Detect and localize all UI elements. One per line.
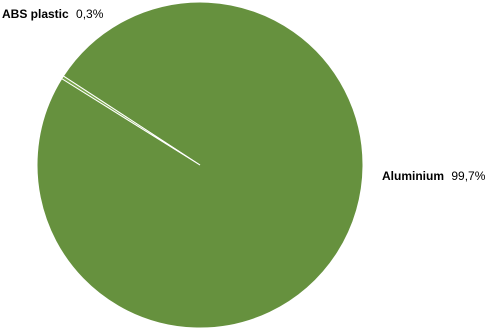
pie-slice-aluminium [36,1,364,329]
data-label-aluminium-category: Aluminium [382,169,444,183]
pie-slices [36,1,364,329]
data-label-abs-plastic: ABS plastic 0,3% [2,7,104,21]
pie-slice-abs-plastic [61,75,201,166]
data-label-aluminium-value: 99,7% [451,169,485,183]
data-label-aluminium: Aluminium 99,7% [382,169,486,183]
data-label-abs-plastic-category: ABS plastic [2,7,69,21]
data-label-abs-plastic-value: 0,3% [76,7,104,21]
